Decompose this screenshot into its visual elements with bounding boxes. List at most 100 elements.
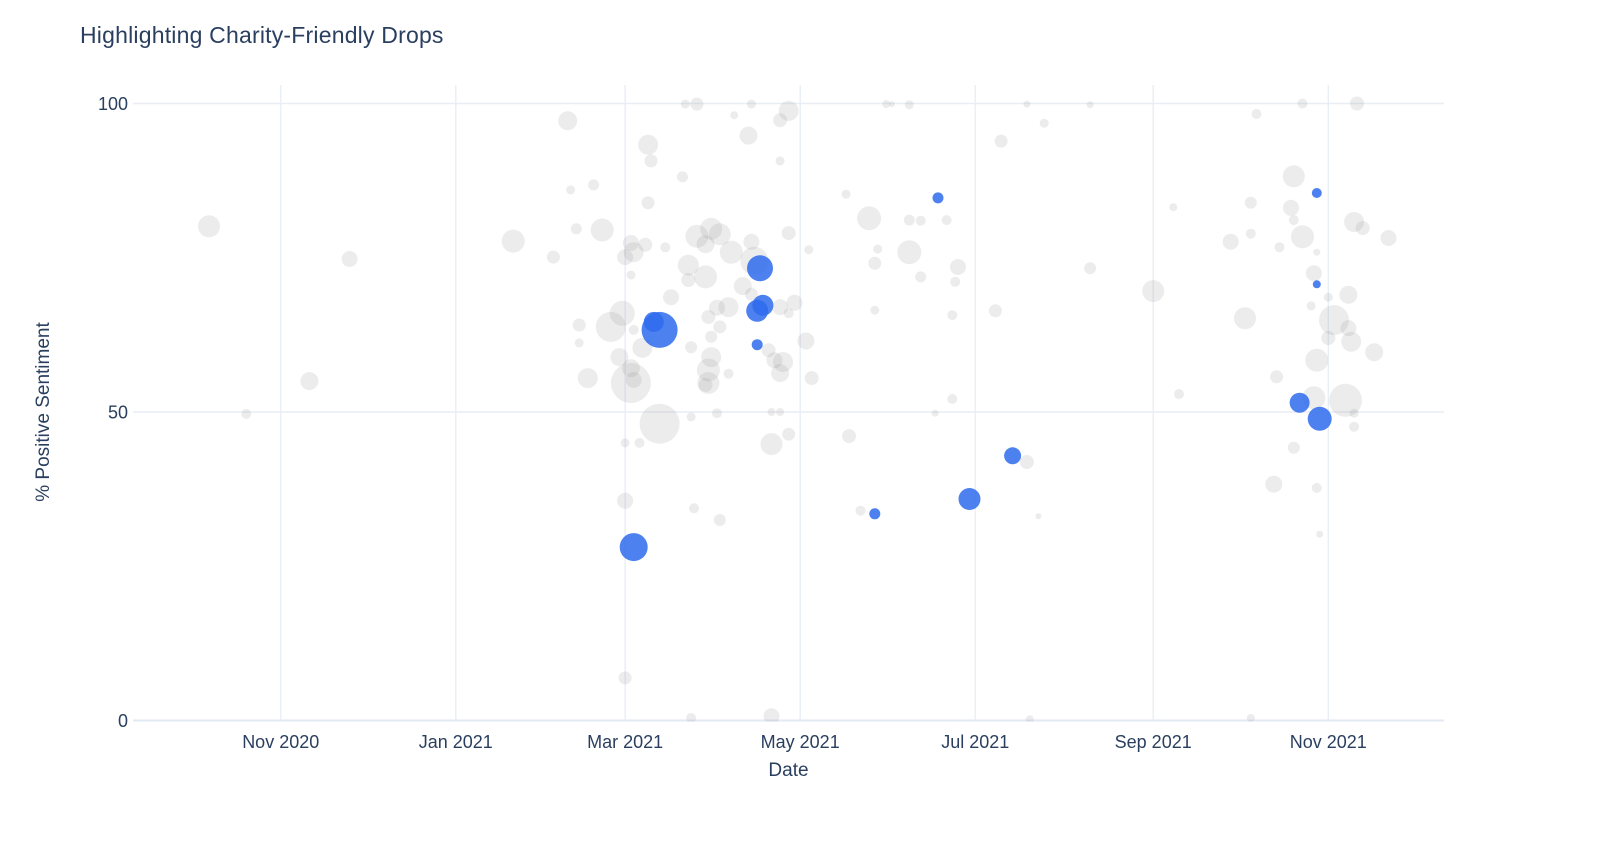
bubble-all-drops[interactable]	[626, 270, 636, 280]
bubble-all-drops[interactable]	[1270, 370, 1284, 384]
bubble-all-drops[interactable]	[300, 372, 319, 391]
bubble-all-drops[interactable]	[1282, 165, 1305, 188]
bubble-all-drops[interactable]	[241, 408, 252, 419]
bubble-all-drops[interactable]	[761, 343, 776, 358]
bubble-all-drops[interactable]	[1349, 408, 1359, 418]
bubble-all-drops[interactable]	[1023, 100, 1031, 108]
bubble-all-drops[interactable]	[1380, 230, 1397, 246]
bubble-all-drops[interactable]	[701, 310, 716, 324]
bubble-all-drops[interactable]	[873, 244, 883, 254]
bubble-all-drops[interactable]	[1313, 248, 1321, 256]
bubble-all-drops[interactable]	[950, 276, 961, 287]
bubble-all-drops[interactable]	[625, 371, 642, 388]
bubble-charity-friendly-drops[interactable]	[869, 508, 881, 520]
bubble-all-drops[interactable]	[915, 271, 927, 283]
bubble-all-drops[interactable]	[1305, 265, 1322, 282]
bubble-charity-friendly-drops[interactable]	[1289, 392, 1310, 413]
bubble-all-drops[interactable]	[1222, 233, 1239, 250]
bubble-all-drops[interactable]	[767, 408, 776, 416]
bubble-all-drops[interactable]	[610, 348, 629, 367]
bubble-all-drops[interactable]	[947, 394, 958, 404]
bubble-all-drops[interactable]	[1169, 203, 1178, 212]
bubble-all-drops[interactable]	[634, 437, 645, 448]
bubble-all-drops[interactable]	[775, 156, 785, 166]
bubble-all-drops[interactable]	[698, 377, 713, 392]
bubble-all-drops[interactable]	[855, 505, 866, 516]
bubble-all-drops[interactable]	[1321, 331, 1336, 345]
bubble-all-drops[interactable]	[889, 101, 895, 108]
bubble-all-drops[interactable]	[685, 224, 709, 248]
bubble-all-drops[interactable]	[988, 304, 1002, 318]
bubble-all-drops[interactable]	[713, 320, 727, 334]
bubble-all-drops[interactable]	[804, 245, 814, 255]
bubble-charity-friendly-drops[interactable]	[747, 255, 773, 282]
bubble-all-drops[interactable]	[501, 229, 525, 253]
bubble-all-drops[interactable]	[743, 233, 760, 250]
bubble-all-drops[interactable]	[1305, 348, 1329, 372]
bubble-all-drops[interactable]	[617, 249, 634, 266]
bubble-all-drops[interactable]	[566, 185, 576, 195]
bubble-all-drops[interactable]	[590, 218, 614, 242]
bubble-all-drops[interactable]	[786, 294, 803, 311]
bubble-all-drops[interactable]	[1234, 307, 1256, 330]
bubble-all-drops[interactable]	[772, 299, 789, 316]
bubble-all-drops[interactable]	[776, 408, 785, 416]
bubble-all-drops[interactable]	[558, 111, 578, 131]
bubble-all-drops[interactable]	[1291, 225, 1314, 249]
bubble-all-drops[interactable]	[1142, 280, 1165, 303]
bubble-all-drops[interactable]	[766, 352, 783, 369]
bubble-all-drops[interactable]	[1329, 383, 1362, 417]
bubble-all-drops[interactable]	[622, 234, 639, 251]
bubble-all-drops[interactable]	[868, 256, 882, 270]
bubble-all-drops[interactable]	[696, 235, 715, 254]
bubble-all-drops[interactable]	[783, 308, 794, 319]
bubble-all-drops[interactable]	[198, 215, 220, 238]
bubble-all-drops[interactable]	[1265, 475, 1283, 493]
bubble-all-drops[interactable]	[694, 265, 717, 289]
bubble-all-drops[interactable]	[1297, 98, 1308, 109]
bubble-all-drops[interactable]	[1244, 196, 1257, 209]
bubble-all-drops[interactable]	[882, 100, 891, 109]
bubble-all-drops[interactable]	[950, 259, 966, 275]
bubble-all-drops[interactable]	[1323, 292, 1333, 302]
bubble-all-drops[interactable]	[1251, 109, 1262, 119]
bubble-charity-friendly-drops[interactable]	[958, 488, 981, 510]
bubble-all-drops[interactable]	[1288, 215, 1299, 226]
bubble-all-drops[interactable]	[771, 364, 790, 383]
bubble-all-drops[interactable]	[1174, 389, 1184, 400]
bubble-all-drops[interactable]	[681, 273, 696, 287]
bubble-all-drops[interactable]	[773, 352, 793, 372]
bubble-all-drops[interactable]	[577, 368, 598, 389]
bubble-all-drops[interactable]	[915, 215, 926, 226]
bubble-all-drops[interactable]	[641, 196, 655, 210]
bubble-all-drops[interactable]	[677, 171, 688, 183]
bubble-all-drops[interactable]	[623, 242, 644, 263]
bubble-charity-friendly-drops[interactable]	[932, 192, 944, 204]
bubble-all-drops[interactable]	[588, 179, 600, 191]
bubble-all-drops[interactable]	[903, 214, 915, 226]
bubble-all-drops[interactable]	[700, 217, 723, 240]
bubble-all-drops[interactable]	[660, 242, 671, 253]
bubble-all-drops[interactable]	[628, 324, 639, 335]
bubble-all-drops[interactable]	[690, 97, 704, 111]
bubble-all-drops[interactable]	[723, 368, 734, 379]
bubble-all-drops[interactable]	[1039, 118, 1049, 128]
bubble-all-drops[interactable]	[841, 189, 851, 199]
bubble-all-drops[interactable]	[697, 372, 720, 394]
bubble-all-drops[interactable]	[1350, 96, 1364, 111]
bubble-all-drops[interactable]	[705, 330, 718, 343]
bubble-all-drops[interactable]	[760, 433, 783, 456]
bubble-all-drops[interactable]	[639, 403, 680, 444]
bubble-all-drops[interactable]	[686, 713, 697, 723]
bubble-all-drops[interactable]	[621, 359, 640, 378]
bubble-all-drops[interactable]	[677, 254, 699, 276]
bubble-all-drops[interactable]	[730, 111, 739, 120]
bubble-all-drops[interactable]	[709, 299, 725, 316]
bubble-charity-friendly-drops[interactable]	[1004, 447, 1022, 465]
bubble-all-drops[interactable]	[1344, 212, 1365, 232]
bubble-all-drops[interactable]	[797, 332, 815, 350]
bubble-all-drops[interactable]	[1341, 331, 1362, 352]
bubble-all-drops[interactable]	[570, 223, 582, 235]
bubble-all-drops[interactable]	[1086, 101, 1094, 109]
bubble-all-drops[interactable]	[638, 134, 659, 155]
